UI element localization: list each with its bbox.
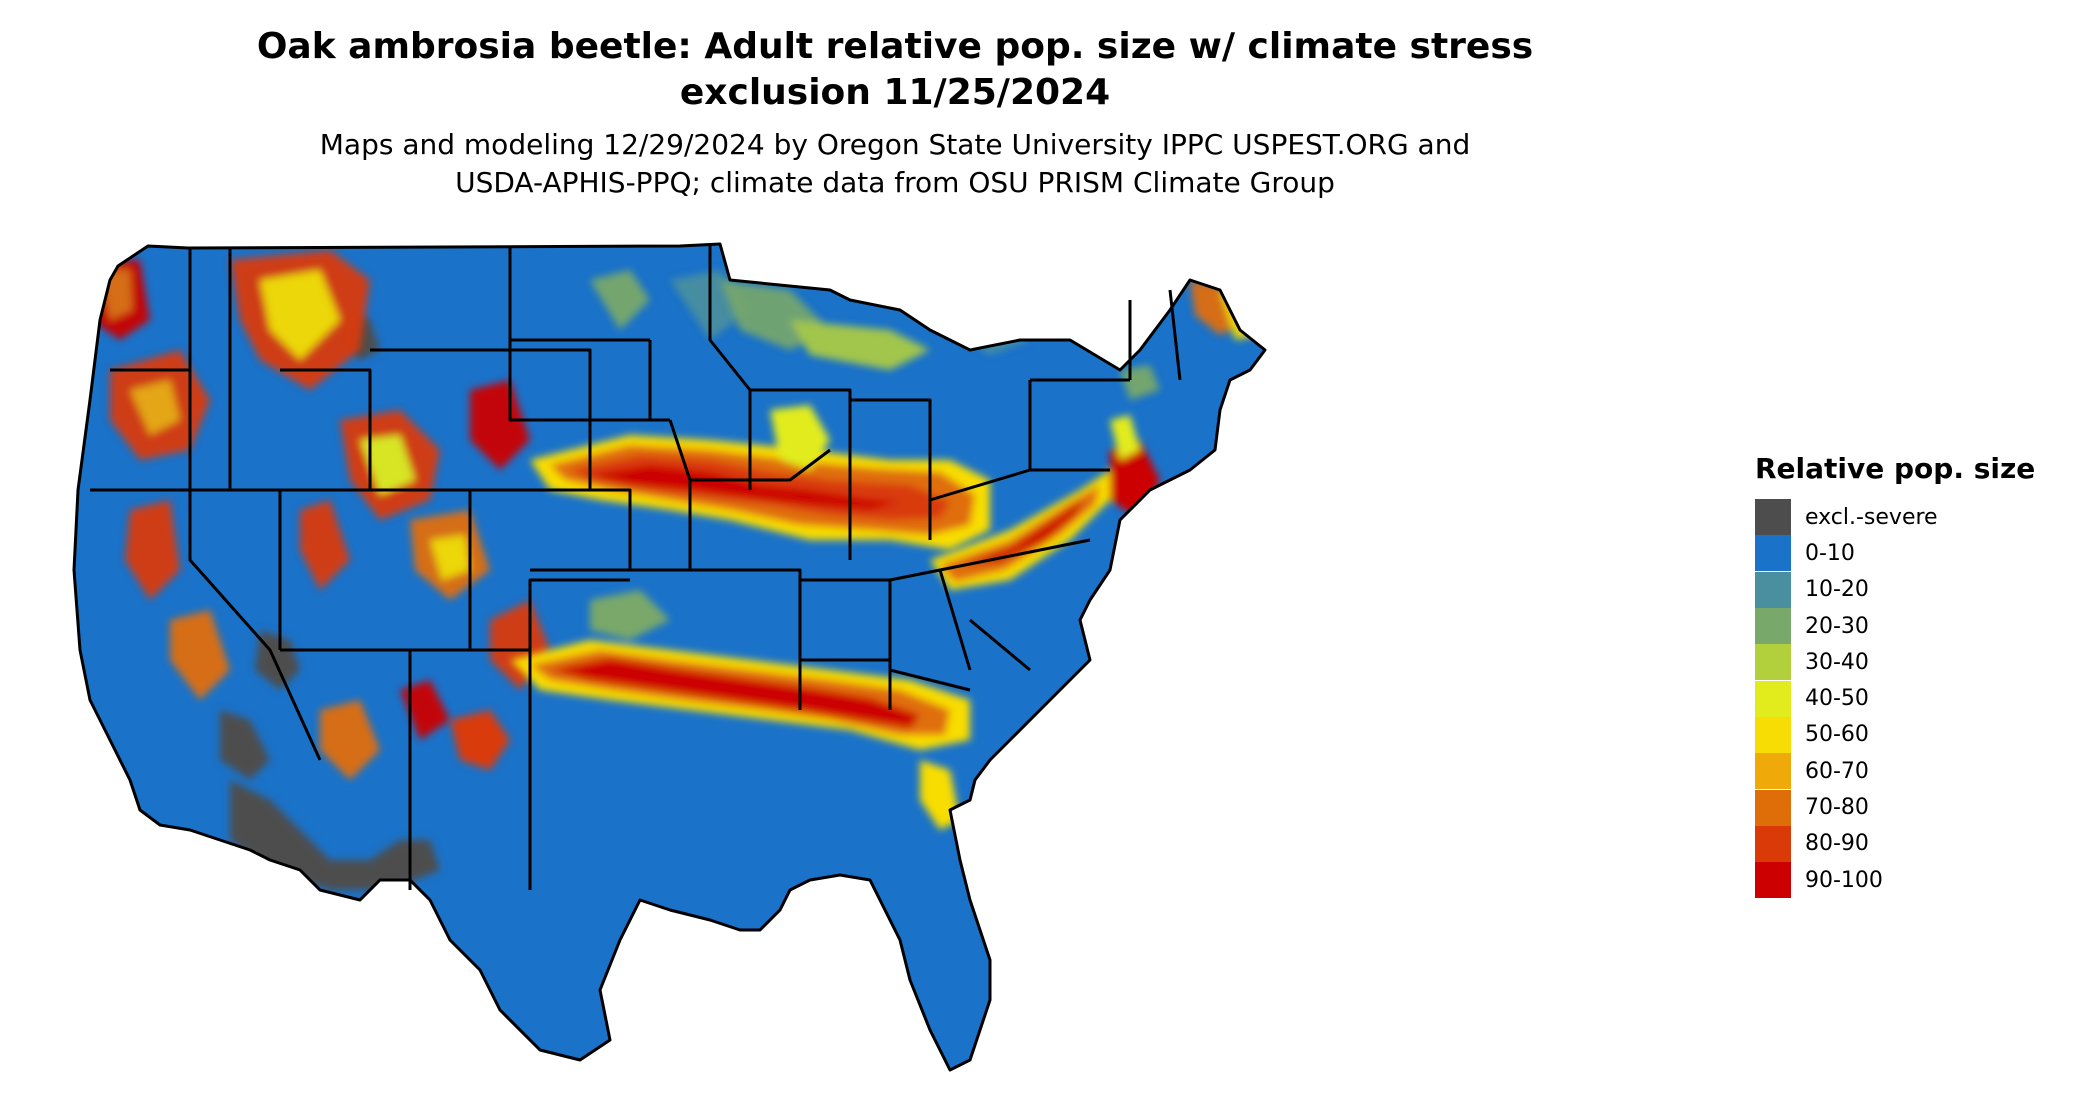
legend-label: 0-10 — [1805, 540, 1855, 566]
us-map — [70, 240, 1710, 1100]
legend-label: 20-30 — [1805, 613, 1869, 639]
legend-item: 60-70 — [1755, 753, 2075, 790]
legend-title: Relative pop. size — [1755, 452, 2036, 485]
legend-swatch — [1755, 753, 1791, 790]
us-map-svg — [72, 242, 1267, 1072]
legend-swatch — [1755, 499, 1791, 536]
legend-item: 90-100 — [1755, 862, 2075, 899]
legend-item: 70-80 — [1755, 789, 2075, 826]
legend-swatch — [1755, 680, 1791, 717]
map-title-line-2: exclusion 11/25/2024 — [679, 72, 1111, 113]
legend-swatch — [1755, 789, 1791, 826]
state-borders — [72, 242, 1267, 1072]
legend-item: excl.-severe — [1755, 499, 2075, 536]
legend-item: 20-30 — [1755, 608, 2075, 645]
legend-item: 0-10 — [1755, 535, 2075, 572]
legend-label: 10-20 — [1805, 577, 1869, 603]
legend-swatch — [1755, 716, 1791, 753]
population-layer — [90, 250, 1260, 890]
legend-swatch — [1755, 535, 1791, 572]
legend-label: 50-60 — [1805, 722, 1869, 748]
legend-swatch — [1755, 608, 1791, 645]
legend-item: 50-60 — [1755, 716, 2075, 753]
legend-swatch — [1755, 825, 1791, 862]
legend-label: 70-80 — [1805, 795, 1869, 821]
legend-item: 30-40 — [1755, 644, 2075, 681]
legend-swatch — [1755, 644, 1791, 681]
legend-label: 90-100 — [1805, 867, 1883, 893]
legend-item: 40-50 — [1755, 680, 2075, 717]
map-subtitle-line-2: USDA-APHIS-PPQ; climate data from OSU PR… — [455, 166, 1335, 199]
map-legend: Relative pop. size excl.-severe 0-10 10-20… — [1755, 452, 2075, 899]
map-title-line-1: Oak ambrosia beetle: Adult relative pop.… — [256, 26, 1534, 67]
legend-label: 60-70 — [1805, 758, 1869, 784]
legend-swatch — [1755, 862, 1791, 899]
map-subtitle-line-1: Maps and modeling 12/29/2024 by Oregon S… — [319, 128, 1471, 161]
legend-items: excl.-severe 0-10 10-20 20-30 30-40 40-50 50-6… — [1755, 499, 2075, 899]
legend-label: 80-90 — [1805, 831, 1869, 857]
legend-label: 40-50 — [1805, 686, 1869, 712]
legend-swatch — [1755, 571, 1791, 608]
legend-label: excl.-severe — [1805, 504, 1938, 530]
legend-item: 80-90 — [1755, 825, 2075, 862]
legend-label: 30-40 — [1805, 649, 1869, 675]
legend-item: 10-20 — [1755, 571, 2075, 608]
